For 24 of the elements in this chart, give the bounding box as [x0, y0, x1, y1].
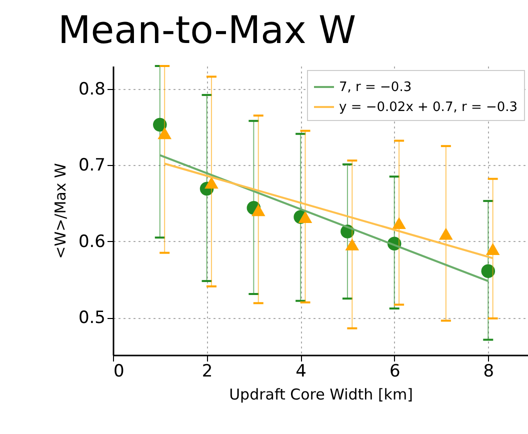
x-axis-title: Updraft Core Width [km]	[229, 386, 413, 404]
legend-label: y = −0.02x + 0.7, r = −0.3	[339, 100, 518, 115]
point	[204, 176, 218, 189]
legend-label: 7, r = −0.3	[339, 80, 412, 95]
x-tick-label: 0	[114, 362, 124, 382]
point	[392, 217, 406, 230]
x-tick-label: 8	[483, 362, 494, 382]
point	[251, 204, 266, 216]
x-tick-label: 4	[296, 362, 306, 382]
point	[481, 264, 496, 278]
point	[345, 238, 360, 250]
chart-title: Mean-to-Max W	[58, 8, 356, 52]
y-tick-label: 0.8	[78, 79, 106, 100]
point	[158, 127, 172, 140]
point	[298, 211, 312, 223]
y-axis-title: <W>/Max W	[51, 163, 70, 259]
point	[486, 243, 500, 255]
y-tick-label: 0.5	[78, 308, 106, 328]
y-tick-label: 0.7	[78, 156, 106, 176]
x-tick-label: 2	[202, 362, 213, 382]
x-tick-label: 6	[389, 362, 400, 382]
y-tick-label: 0.6	[78, 232, 106, 252]
point	[439, 228, 453, 240]
point	[153, 118, 167, 132]
